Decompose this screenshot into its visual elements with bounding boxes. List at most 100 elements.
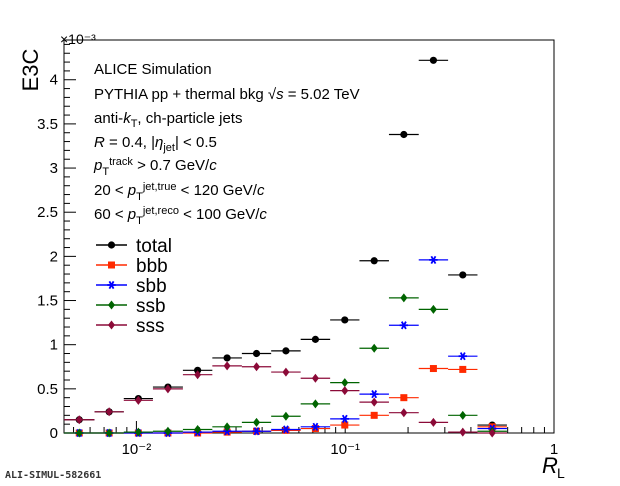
y-tick-label: 2.5 bbox=[37, 204, 58, 221]
data-point bbox=[134, 395, 142, 405]
data-point bbox=[282, 367, 290, 377]
y-axis-label: E3C bbox=[18, 48, 43, 91]
data-point bbox=[459, 427, 467, 437]
data-point bbox=[134, 427, 142, 437]
star-stroke bbox=[371, 390, 378, 399]
data-point bbox=[370, 343, 378, 353]
data-point bbox=[253, 362, 261, 372]
data-point bbox=[194, 424, 202, 434]
annotation-radius: R = 0.4, |ηjet| < 0.5 bbox=[94, 134, 217, 154]
y-multiplier: ×10⁻³ bbox=[60, 31, 96, 47]
data-point bbox=[311, 373, 319, 383]
data-point bbox=[400, 408, 408, 418]
data-point bbox=[105, 428, 113, 438]
star-stroke bbox=[341, 414, 348, 423]
data-point bbox=[429, 417, 437, 427]
data-point bbox=[282, 347, 290, 355]
data-point bbox=[399, 321, 409, 330]
data-point bbox=[341, 316, 349, 324]
data-point bbox=[429, 56, 438, 64]
data-point bbox=[341, 421, 349, 429]
y-tick-label: 3 bbox=[50, 160, 58, 177]
y-tick-label: 3.5 bbox=[37, 116, 58, 133]
star-stroke bbox=[312, 422, 319, 431]
data-point bbox=[429, 255, 438, 264]
legend-marker bbox=[107, 241, 116, 249]
data-point bbox=[252, 427, 261, 436]
annotation-algorithm: anti-kT, ch-particle jets bbox=[94, 110, 242, 130]
legend-marker bbox=[108, 320, 115, 330]
star-stroke bbox=[430, 255, 437, 264]
data-point bbox=[105, 407, 113, 417]
data-point bbox=[311, 335, 320, 343]
figure-id-footer: ALI-SIMUL-582661 bbox=[5, 470, 102, 481]
data-point bbox=[370, 397, 378, 407]
data-point bbox=[369, 390, 379, 399]
series-sss bbox=[64, 361, 507, 438]
data-point bbox=[281, 425, 291, 434]
y-tick-label: 0.5 bbox=[37, 381, 58, 398]
series-sbb bbox=[64, 255, 507, 438]
legend-marker bbox=[108, 261, 115, 269]
data-point bbox=[400, 394, 408, 402]
star-stroke bbox=[108, 280, 115, 290]
annotation-simulation: ALICE Simulation bbox=[94, 61, 212, 78]
plot-frame bbox=[63, 39, 555, 434]
data-point bbox=[429, 365, 437, 373]
annotation-reco-pt: 60 < pTjet,reco < 100 GeV/c bbox=[94, 205, 267, 227]
data-point bbox=[311, 399, 319, 409]
data-point bbox=[458, 352, 467, 361]
star-stroke bbox=[459, 352, 466, 361]
legend-item-ssb: ssb bbox=[96, 296, 166, 317]
data-point bbox=[194, 370, 202, 380]
data-point bbox=[370, 411, 378, 419]
data-point bbox=[223, 354, 231, 362]
data-point bbox=[341, 378, 349, 388]
data-point bbox=[459, 271, 467, 279]
annotation-true-pt: 20 < pTjet,true < 120 GeV/c bbox=[94, 181, 265, 203]
data-point bbox=[459, 410, 467, 420]
legend-marker bbox=[107, 280, 116, 290]
x-tick-label: 10⁻² bbox=[122, 441, 152, 458]
y-tick-label: 4 bbox=[50, 72, 58, 89]
annotation-generator: PYTHIA pp + thermal bkg √s = 5.02 TeV bbox=[94, 86, 360, 103]
legend-item-sbb: sbb bbox=[96, 276, 167, 297]
y-tick-label: 1.5 bbox=[37, 293, 58, 310]
data-marks bbox=[64, 56, 507, 438]
legend-label: bbb bbox=[136, 256, 168, 277]
star-stroke bbox=[253, 427, 260, 436]
data-point bbox=[488, 428, 496, 438]
star-stroke bbox=[400, 321, 407, 330]
x-axis-label: R bbox=[542, 453, 558, 478]
data-point bbox=[400, 293, 408, 303]
legend-item-sss: sss bbox=[96, 316, 165, 337]
data-point bbox=[340, 414, 349, 423]
data-point bbox=[223, 361, 231, 371]
legend-label: sbb bbox=[136, 276, 167, 297]
data-point bbox=[223, 422, 231, 432]
annotations: ALICE Simulation PYTHIA pp + thermal bkg … bbox=[93, 61, 360, 227]
data-point bbox=[400, 130, 408, 139]
y-tick-label: 2 bbox=[50, 248, 58, 265]
data-point bbox=[253, 417, 261, 427]
data-point bbox=[370, 257, 378, 265]
data-point bbox=[429, 304, 437, 314]
y-tick-label: 0 bbox=[50, 425, 58, 442]
x-axis-label-subscript: L bbox=[557, 465, 565, 481]
y-tick-label: 1 bbox=[50, 337, 58, 354]
x-tick-label: 1 bbox=[550, 441, 558, 458]
data-point bbox=[75, 415, 83, 425]
x-tick-label: 10⁻¹ bbox=[330, 441, 360, 458]
data-point bbox=[252, 349, 261, 358]
annotation-track-pt: pTtrack > 0.7 GeV/c bbox=[93, 156, 217, 178]
data-point bbox=[459, 365, 467, 373]
data-point bbox=[282, 411, 290, 421]
legend-label: ssb bbox=[136, 296, 166, 317]
legend-label: sss bbox=[136, 316, 165, 337]
data-point bbox=[164, 426, 172, 436]
data-point bbox=[341, 386, 349, 396]
star-stroke bbox=[283, 425, 289, 434]
